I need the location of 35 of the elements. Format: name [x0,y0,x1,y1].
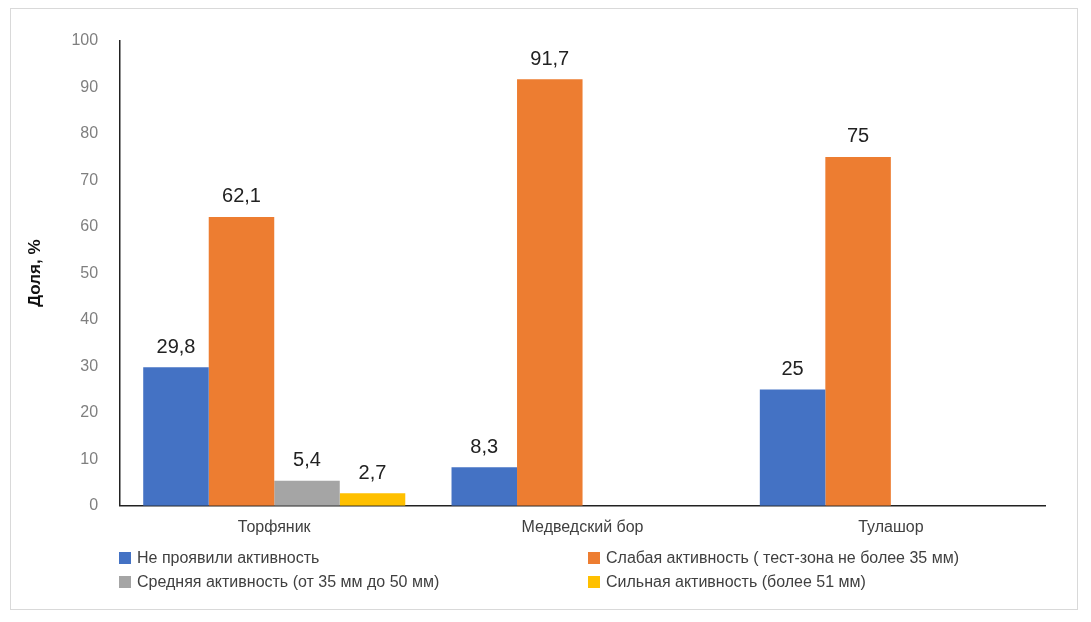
data-label: 75 [846,124,870,147]
y-tick-label: 50 [80,263,99,281]
y-tick-label: 80 [80,124,99,142]
data-label: 2,7 [358,460,387,483]
y-tick-label: 40 [80,310,99,328]
bar [517,79,583,506]
bar [451,467,518,506]
y-tick-label: 100 [71,31,99,49]
legend-label: Слабая активность ( тест-зона не более 35 мм) [606,549,960,567]
data-label: 8,3 [470,434,499,457]
y-tick-label: 0 [89,496,99,514]
data-label: 29,8 [156,334,196,357]
y-tick-label: 70 [80,170,99,188]
y-tick-label: 30 [80,356,99,374]
y-tick-label: 60 [80,217,99,235]
y-tick-label: 20 [80,403,99,421]
bar [759,389,826,506]
legend-label: Сильная активность (более 51 мм) [606,573,866,591]
legend-label: Средняя активность (от 35 мм до 50 мм) [137,573,440,591]
bar [274,480,340,506]
data-label: 25 [781,357,804,380]
x-tick-label: Медведский бор [521,517,644,535]
bar [208,216,275,506]
x-tick-label: Торфяник [237,517,312,535]
x-tick-label: Тулашор [858,517,924,535]
legend-label: Не проявили активность [137,549,320,567]
data-label: 62,1 [222,184,261,207]
bar [825,156,891,506]
data-label: 91,7 [530,46,570,69]
bar [339,493,406,506]
y-axis-title: Доля, % [24,239,44,307]
bar [143,367,209,506]
data-label: 5,4 [293,448,321,471]
y-tick-label: 10 [80,449,99,467]
y-tick-label: 90 [80,77,99,95]
